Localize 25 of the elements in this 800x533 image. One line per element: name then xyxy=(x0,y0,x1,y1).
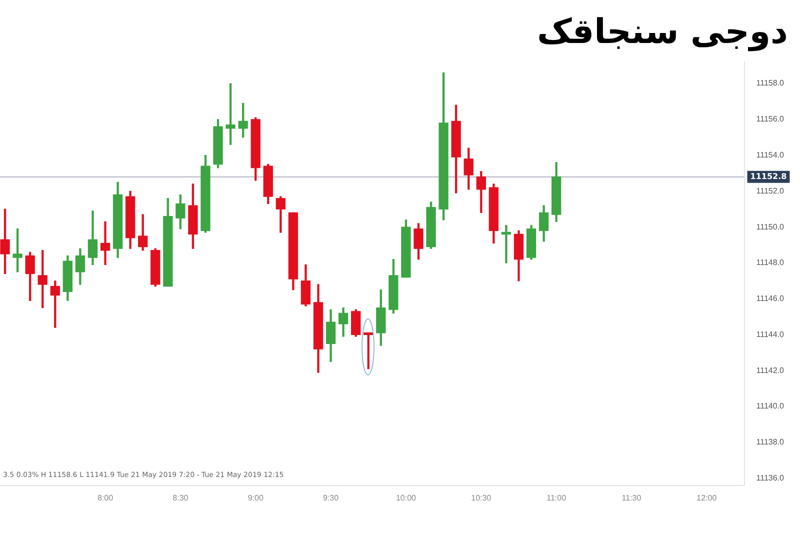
x-tick-label: 8:30 xyxy=(172,493,189,502)
x-tick-label: 10:00 xyxy=(396,493,417,502)
x-tick-label: 10:30 xyxy=(471,493,492,502)
y-tick-label: 11154.0 xyxy=(756,150,785,160)
y-tick-label: 11152.0 xyxy=(756,186,785,196)
y-tick-label: 11138.0 xyxy=(756,438,785,447)
y-tick-label: 11144.0 xyxy=(756,330,785,339)
candlestick xyxy=(501,224,512,264)
y-tick-label: 11150.0 xyxy=(756,222,785,232)
ref-line-label: 11152.8 xyxy=(750,172,788,181)
y-tick-label: 11156.0 xyxy=(756,114,785,124)
x-tick-label: 11:30 xyxy=(622,493,642,502)
x-tick-label: 9:00 xyxy=(248,493,264,502)
y-tick-label: 11140.0 xyxy=(756,402,785,411)
y-tick-label: 11158.0 xyxy=(756,78,785,88)
chart-title: دوجی سنجاقک xyxy=(537,12,788,52)
x-tick-label: 8:00 xyxy=(97,493,114,502)
x-tick-label: 11:00 xyxy=(546,493,567,502)
y-tick-label: 11146.0 xyxy=(756,294,785,304)
candlestick xyxy=(100,221,110,266)
x-tick-label: 12:00 xyxy=(696,493,718,502)
y-tick-label: 11142.0 xyxy=(756,366,785,375)
x-tick-label: 9:30 xyxy=(322,493,340,502)
y-tick-label: 11148.0 xyxy=(756,258,785,268)
y-tick-label: 11136.0 xyxy=(756,473,785,482)
